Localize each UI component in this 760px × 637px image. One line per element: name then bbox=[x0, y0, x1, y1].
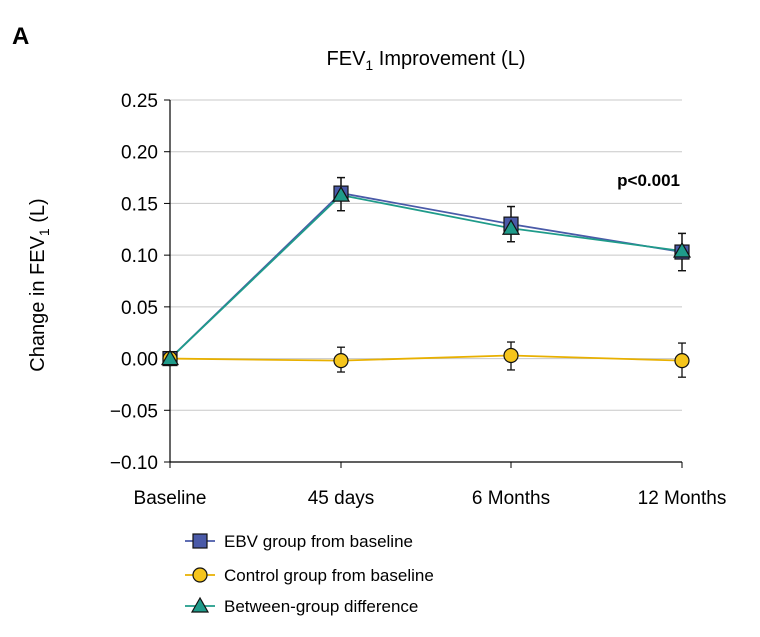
legend-marker bbox=[192, 567, 208, 583]
data-point bbox=[674, 353, 690, 369]
legend-item: Control group from baseline bbox=[185, 566, 434, 585]
x-tick-label: 45 days bbox=[308, 488, 375, 509]
data-point bbox=[501, 219, 521, 235]
data-point bbox=[333, 353, 349, 369]
chart-title-main: FEV bbox=[327, 48, 367, 70]
y-tick-label: −0.05 bbox=[110, 401, 158, 422]
y-axis-label: Change in FEV1 (L) bbox=[27, 198, 52, 371]
legend-marker bbox=[192, 533, 208, 549]
legend-label: Control group from baseline bbox=[224, 566, 434, 585]
y-tick-label: 0.20 bbox=[121, 143, 158, 164]
y-tick-label: −0.10 bbox=[110, 453, 158, 474]
x-tick-labels: Baseline 45 days 6 Months 12 Months bbox=[134, 488, 727, 509]
legend: EBV group from baseline Control group fro… bbox=[185, 532, 434, 616]
series-layer bbox=[160, 176, 692, 378]
x-tick-label: 6 Months bbox=[472, 488, 550, 509]
p-value-annotation: p<0.001 bbox=[617, 171, 680, 190]
series-line bbox=[169, 192, 683, 360]
data-point bbox=[503, 347, 519, 364]
panel-label: A bbox=[12, 23, 29, 50]
y-tick-label: 0.25 bbox=[121, 91, 158, 112]
x-tick-label: Baseline bbox=[134, 488, 207, 509]
y-axis-label-rest: (L) bbox=[27, 198, 49, 228]
y-axis-label-main: Change in FEV bbox=[27, 235, 49, 371]
data-point bbox=[331, 185, 351, 202]
legend-item: Between-group difference bbox=[185, 596, 418, 616]
y-axis-label-sub: 1 bbox=[36, 228, 52, 236]
series-line bbox=[169, 354, 683, 362]
y-tick-label: 0.15 bbox=[121, 194, 158, 215]
legend-marker bbox=[190, 596, 210, 613]
x-tick-label: 12 Months bbox=[638, 488, 727, 509]
y-tick-label: 0.10 bbox=[121, 246, 158, 267]
data-point bbox=[672, 241, 692, 258]
legend-item: EBV group from baseline bbox=[185, 532, 413, 551]
chart-title: FEV1 Improvement (L) bbox=[327, 48, 526, 73]
y-tick-labels: 0.25 0.20 0.15 0.10 0.05 0.00 −0.05 −0.10 bbox=[110, 91, 158, 474]
y-tick-label: 0.05 bbox=[121, 298, 158, 319]
grid-lines bbox=[170, 99, 682, 411]
y-tick-label: 0.00 bbox=[121, 350, 158, 371]
legend-label: Between-group difference bbox=[224, 597, 418, 616]
axes bbox=[164, 99, 683, 468]
data-point bbox=[160, 349, 180, 366]
legend-label: EBV group from baseline bbox=[224, 532, 413, 551]
chart-title-rest: Improvement (L) bbox=[373, 48, 525, 70]
chart-title-sub: 1 bbox=[365, 57, 373, 73]
series-line bbox=[169, 194, 683, 360]
